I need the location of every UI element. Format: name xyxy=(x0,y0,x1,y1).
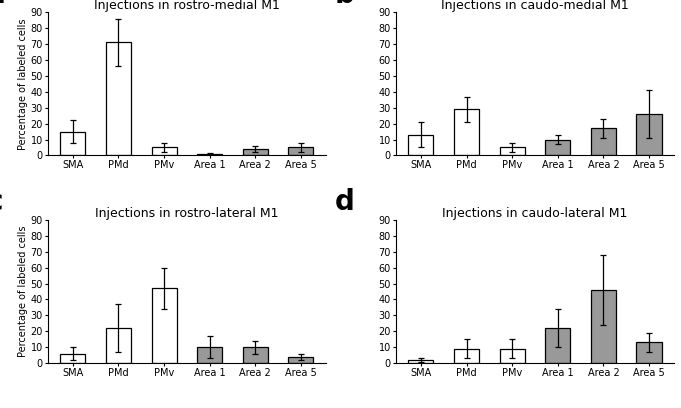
Bar xyxy=(242,347,268,363)
Bar xyxy=(500,349,524,363)
Bar xyxy=(197,347,222,363)
Bar xyxy=(591,129,616,155)
Bar xyxy=(454,109,479,155)
Text: a: a xyxy=(0,0,5,9)
Bar xyxy=(288,357,313,363)
Bar xyxy=(61,132,85,155)
Text: d: d xyxy=(334,188,354,216)
Title: Injections in rostro-lateral M1: Injections in rostro-lateral M1 xyxy=(95,207,279,220)
Bar xyxy=(152,288,176,363)
Bar xyxy=(61,354,85,363)
Title: Injections in caudo-medial M1: Injections in caudo-medial M1 xyxy=(441,0,629,12)
Bar xyxy=(152,148,176,155)
Bar xyxy=(454,349,479,363)
Bar xyxy=(500,148,524,155)
Bar xyxy=(106,328,131,363)
Bar xyxy=(545,328,570,363)
Bar xyxy=(288,148,313,155)
Bar xyxy=(242,149,268,155)
Bar xyxy=(197,154,222,155)
Text: c: c xyxy=(0,188,3,216)
Title: Injections in caudo-lateral M1: Injections in caudo-lateral M1 xyxy=(442,207,628,220)
Bar xyxy=(106,42,131,155)
Bar xyxy=(637,114,661,155)
Text: b: b xyxy=(334,0,354,9)
Bar xyxy=(637,342,661,363)
Bar xyxy=(409,135,434,155)
Bar xyxy=(545,140,570,155)
Bar xyxy=(591,290,616,363)
Title: Injections in rostro-medial M1: Injections in rostro-medial M1 xyxy=(94,0,280,12)
Bar xyxy=(409,360,434,363)
Y-axis label: Percentage of labeled cells: Percentage of labeled cells xyxy=(18,226,28,357)
Y-axis label: Percentage of labeled cells: Percentage of labeled cells xyxy=(18,18,28,150)
